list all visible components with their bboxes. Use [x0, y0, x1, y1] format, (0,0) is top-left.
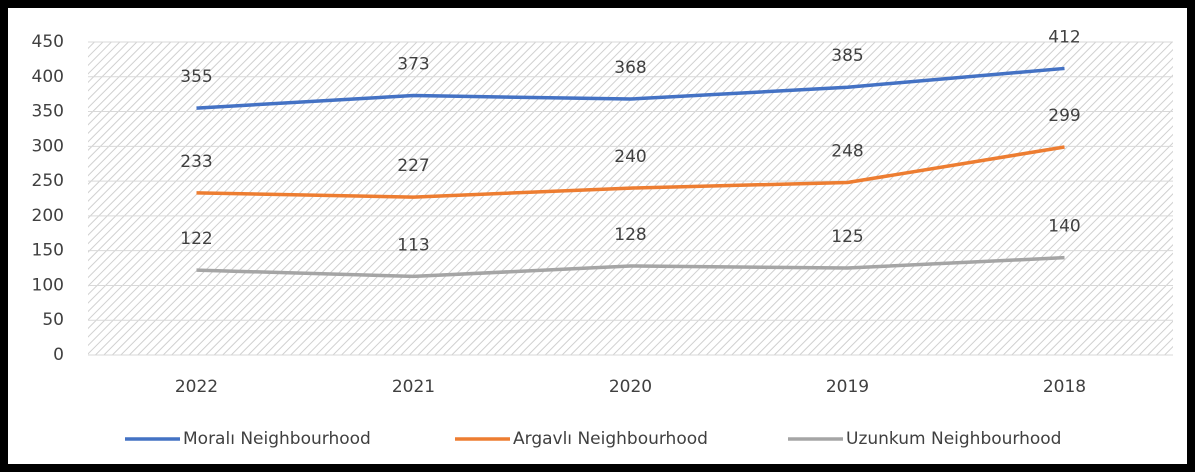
series-line	[196, 145, 1065, 199]
legend-label: Uzunkum Neighbourhood	[846, 429, 1061, 449]
data-label: 122	[180, 229, 212, 249]
x-tick-label: 2019	[826, 377, 869, 397]
data-label: 368	[614, 58, 646, 78]
series-line	[196, 255, 1065, 279]
legend-label: Argavlı Neighbourhood	[513, 429, 708, 449]
x-tick-label: 2021	[392, 377, 435, 397]
y-tick-label: 250	[32, 171, 64, 191]
data-label: 299	[1048, 106, 1080, 126]
x-tick-label: 2018	[1043, 377, 1086, 397]
data-label: 140	[1048, 217, 1080, 237]
y-tick-label: 0	[53, 345, 64, 365]
legend-label: Moralı Neighbourhood	[183, 429, 371, 449]
x-tick-label: 2022	[175, 377, 218, 397]
y-tick-label: 150	[32, 241, 64, 261]
data-label: 385	[831, 46, 863, 66]
y-tick-label: 300	[32, 136, 64, 156]
y-tick-label: 350	[32, 102, 64, 122]
y-tick-label: 50	[42, 310, 64, 330]
y-tick-label: 400	[32, 67, 64, 87]
y-tick-label: 450	[32, 32, 64, 52]
data-label: 248	[831, 142, 863, 162]
data-label: 233	[180, 152, 212, 172]
series-line	[196, 66, 1065, 110]
data-label: 113	[397, 235, 429, 255]
x-tick-label: 2020	[609, 377, 652, 397]
data-label: 227	[397, 156, 429, 176]
data-label: 355	[180, 67, 212, 87]
plot-area	[88, 42, 1173, 355]
y-tick-label: 100	[32, 275, 64, 295]
data-label: 125	[831, 227, 863, 247]
data-label: 412	[1048, 27, 1080, 47]
data-label: 128	[614, 225, 646, 245]
y-tick-label: 200	[32, 206, 64, 226]
data-label: 240	[614, 147, 646, 167]
data-label: 373	[397, 55, 429, 75]
